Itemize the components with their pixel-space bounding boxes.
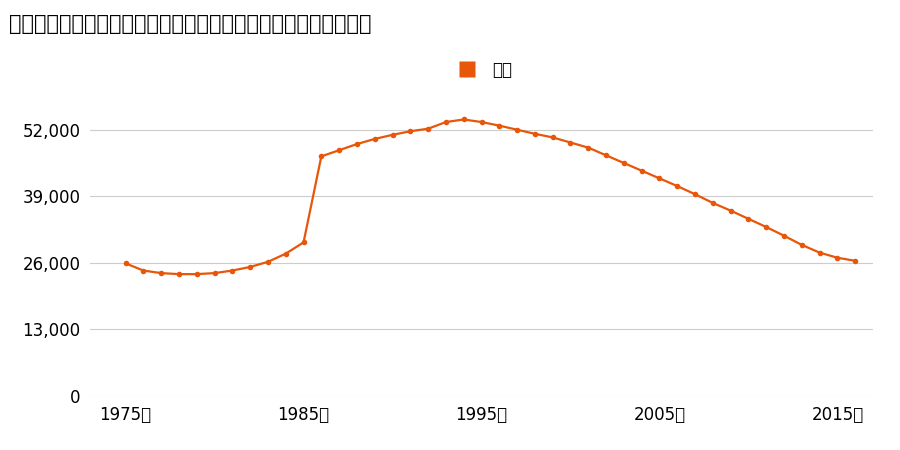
価格 [156, 270, 166, 276]
価格 [707, 200, 718, 206]
価格 [636, 168, 647, 173]
価格 [423, 126, 434, 131]
価格 [529, 131, 540, 136]
価格 [547, 135, 558, 140]
価格 [458, 117, 469, 122]
価格 [778, 233, 789, 238]
価格 [334, 148, 345, 153]
価格 [814, 250, 825, 255]
価格 [281, 251, 292, 256]
Line: 価格: 価格 [122, 117, 858, 277]
価格 [387, 132, 398, 138]
価格 [654, 176, 665, 181]
価格 [671, 183, 682, 189]
価格 [298, 240, 309, 245]
価格 [494, 123, 505, 128]
価格 [174, 271, 184, 277]
価格 [850, 258, 860, 264]
価格 [618, 160, 629, 166]
価格 [245, 264, 256, 270]
価格 [725, 208, 736, 213]
価格 [352, 141, 363, 147]
価格 [760, 224, 771, 230]
価格 [227, 268, 238, 273]
価格 [209, 270, 220, 276]
価格 [316, 153, 327, 159]
価格 [832, 255, 842, 261]
価格 [138, 268, 148, 273]
価格 [565, 140, 576, 145]
価格 [263, 259, 274, 265]
価格 [476, 119, 487, 125]
価格 [600, 153, 611, 158]
Text: 佐賀県多久市北多久町大字小待字岩の下５９９番２０の地価推移: 佐賀県多久市北多久町大字小待字岩の下５９９番２０の地価推移 [9, 14, 372, 33]
価格 [440, 119, 451, 125]
価格 [583, 145, 594, 150]
価格 [796, 242, 807, 248]
価格 [512, 127, 523, 132]
価格 [369, 136, 380, 142]
価格 [743, 216, 754, 221]
価格 [192, 271, 202, 277]
価格 [121, 261, 131, 266]
価格 [405, 129, 416, 134]
価格 [689, 192, 700, 197]
Legend: 価格: 価格 [444, 54, 519, 85]
